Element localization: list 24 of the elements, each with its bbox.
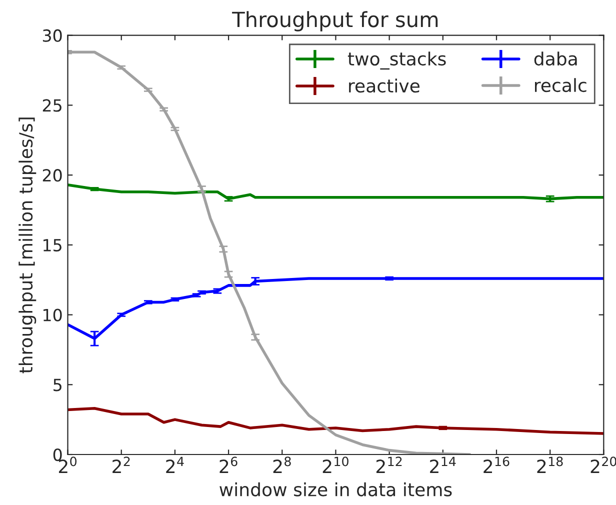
x-tick-label: 2$^{18}$: [537, 456, 563, 473]
y-tick-label: 5: [54, 378, 62, 392]
x-tick-label: 2$^{6}$: [220, 456, 238, 473]
x-tick-label: 2$^{12}$: [376, 456, 402, 473]
y-tick-label: 10: [44, 308, 62, 322]
legend-label: daba: [534, 52, 577, 66]
x-tick-label: 2$^{8}$: [273, 456, 291, 473]
x-tick-label: 2$^{2}$: [112, 456, 130, 473]
x-tick-label: 2$^{14}$: [430, 456, 456, 473]
legend-label: recalc: [535, 78, 586, 92]
y-tick-label: 20: [42, 169, 62, 182]
x-tick-label: 2$^{10}$: [322, 456, 348, 473]
y-tick-label: 25: [42, 99, 62, 112]
y-tick-label: 15: [44, 239, 62, 252]
x-tick-label: 2$^{20}$: [590, 456, 616, 473]
y-tick-label: 0: [53, 448, 62, 462]
legend-label: two_stacks: [348, 52, 446, 70]
x-tick-label: 2$^{4}$: [166, 456, 184, 473]
legend-label: reactive: [349, 78, 420, 93]
x-tick-label: 2$^{16}$: [484, 456, 510, 473]
y-axis-title: throughput [million tuples/s]: [18, 118, 36, 374]
x-axis-title: window size in data items: [220, 482, 452, 496]
y-tick-label: 30: [42, 29, 62, 42]
chart-title: Throughput for sum: [232, 11, 438, 32]
